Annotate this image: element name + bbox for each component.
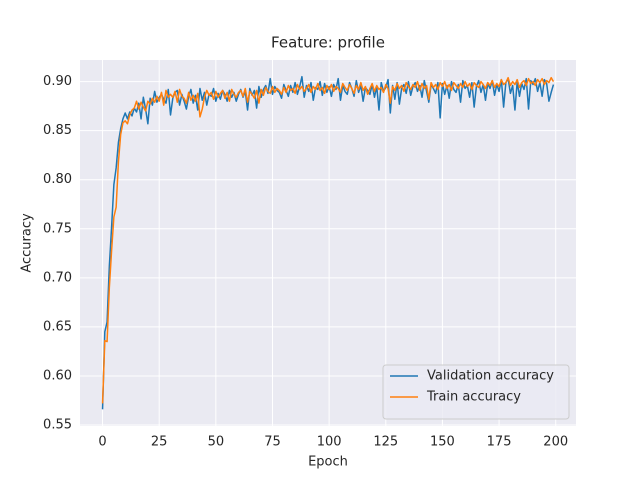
y-tick-label: 0.65 (43, 319, 72, 334)
x-tick-label: 175 (487, 435, 512, 450)
y-axis-label: Accuracy (20, 213, 35, 273)
x-tick-label: 25 (151, 435, 168, 450)
x-tick-label: 100 (317, 435, 342, 450)
y-tick-label: 0.90 (43, 74, 72, 89)
y-tick-label: 0.75 (43, 221, 72, 236)
x-axis-label: Epoch (308, 455, 348, 470)
x-tick-label: 50 (208, 435, 225, 450)
x-tick-label: 200 (543, 435, 568, 450)
legend-box (382, 364, 570, 420)
chart-title: Feature: profile (271, 34, 385, 52)
series-line (101, 76, 555, 404)
legend-label: Train accuracy (426, 390, 521, 405)
legend: Validation accuracy Train accuracy (382, 364, 570, 420)
x-tick-label: 75 (264, 435, 281, 450)
y-tick-label: 0.60 (43, 368, 72, 383)
x-tick-label: 0 (98, 435, 106, 450)
y-tick-label: 0.55 (43, 418, 72, 433)
y-tick-label: 0.70 (43, 270, 72, 285)
series-line (101, 75, 555, 410)
grid (80, 60, 576, 426)
y-tick-label: 0.85 (43, 123, 72, 138)
lines (101, 75, 555, 410)
x-tick-label: 125 (373, 435, 398, 450)
x-tick-label: 150 (430, 435, 455, 450)
y-tick-label: 0.80 (43, 172, 72, 187)
legend-label: Validation accuracy (427, 369, 554, 384)
